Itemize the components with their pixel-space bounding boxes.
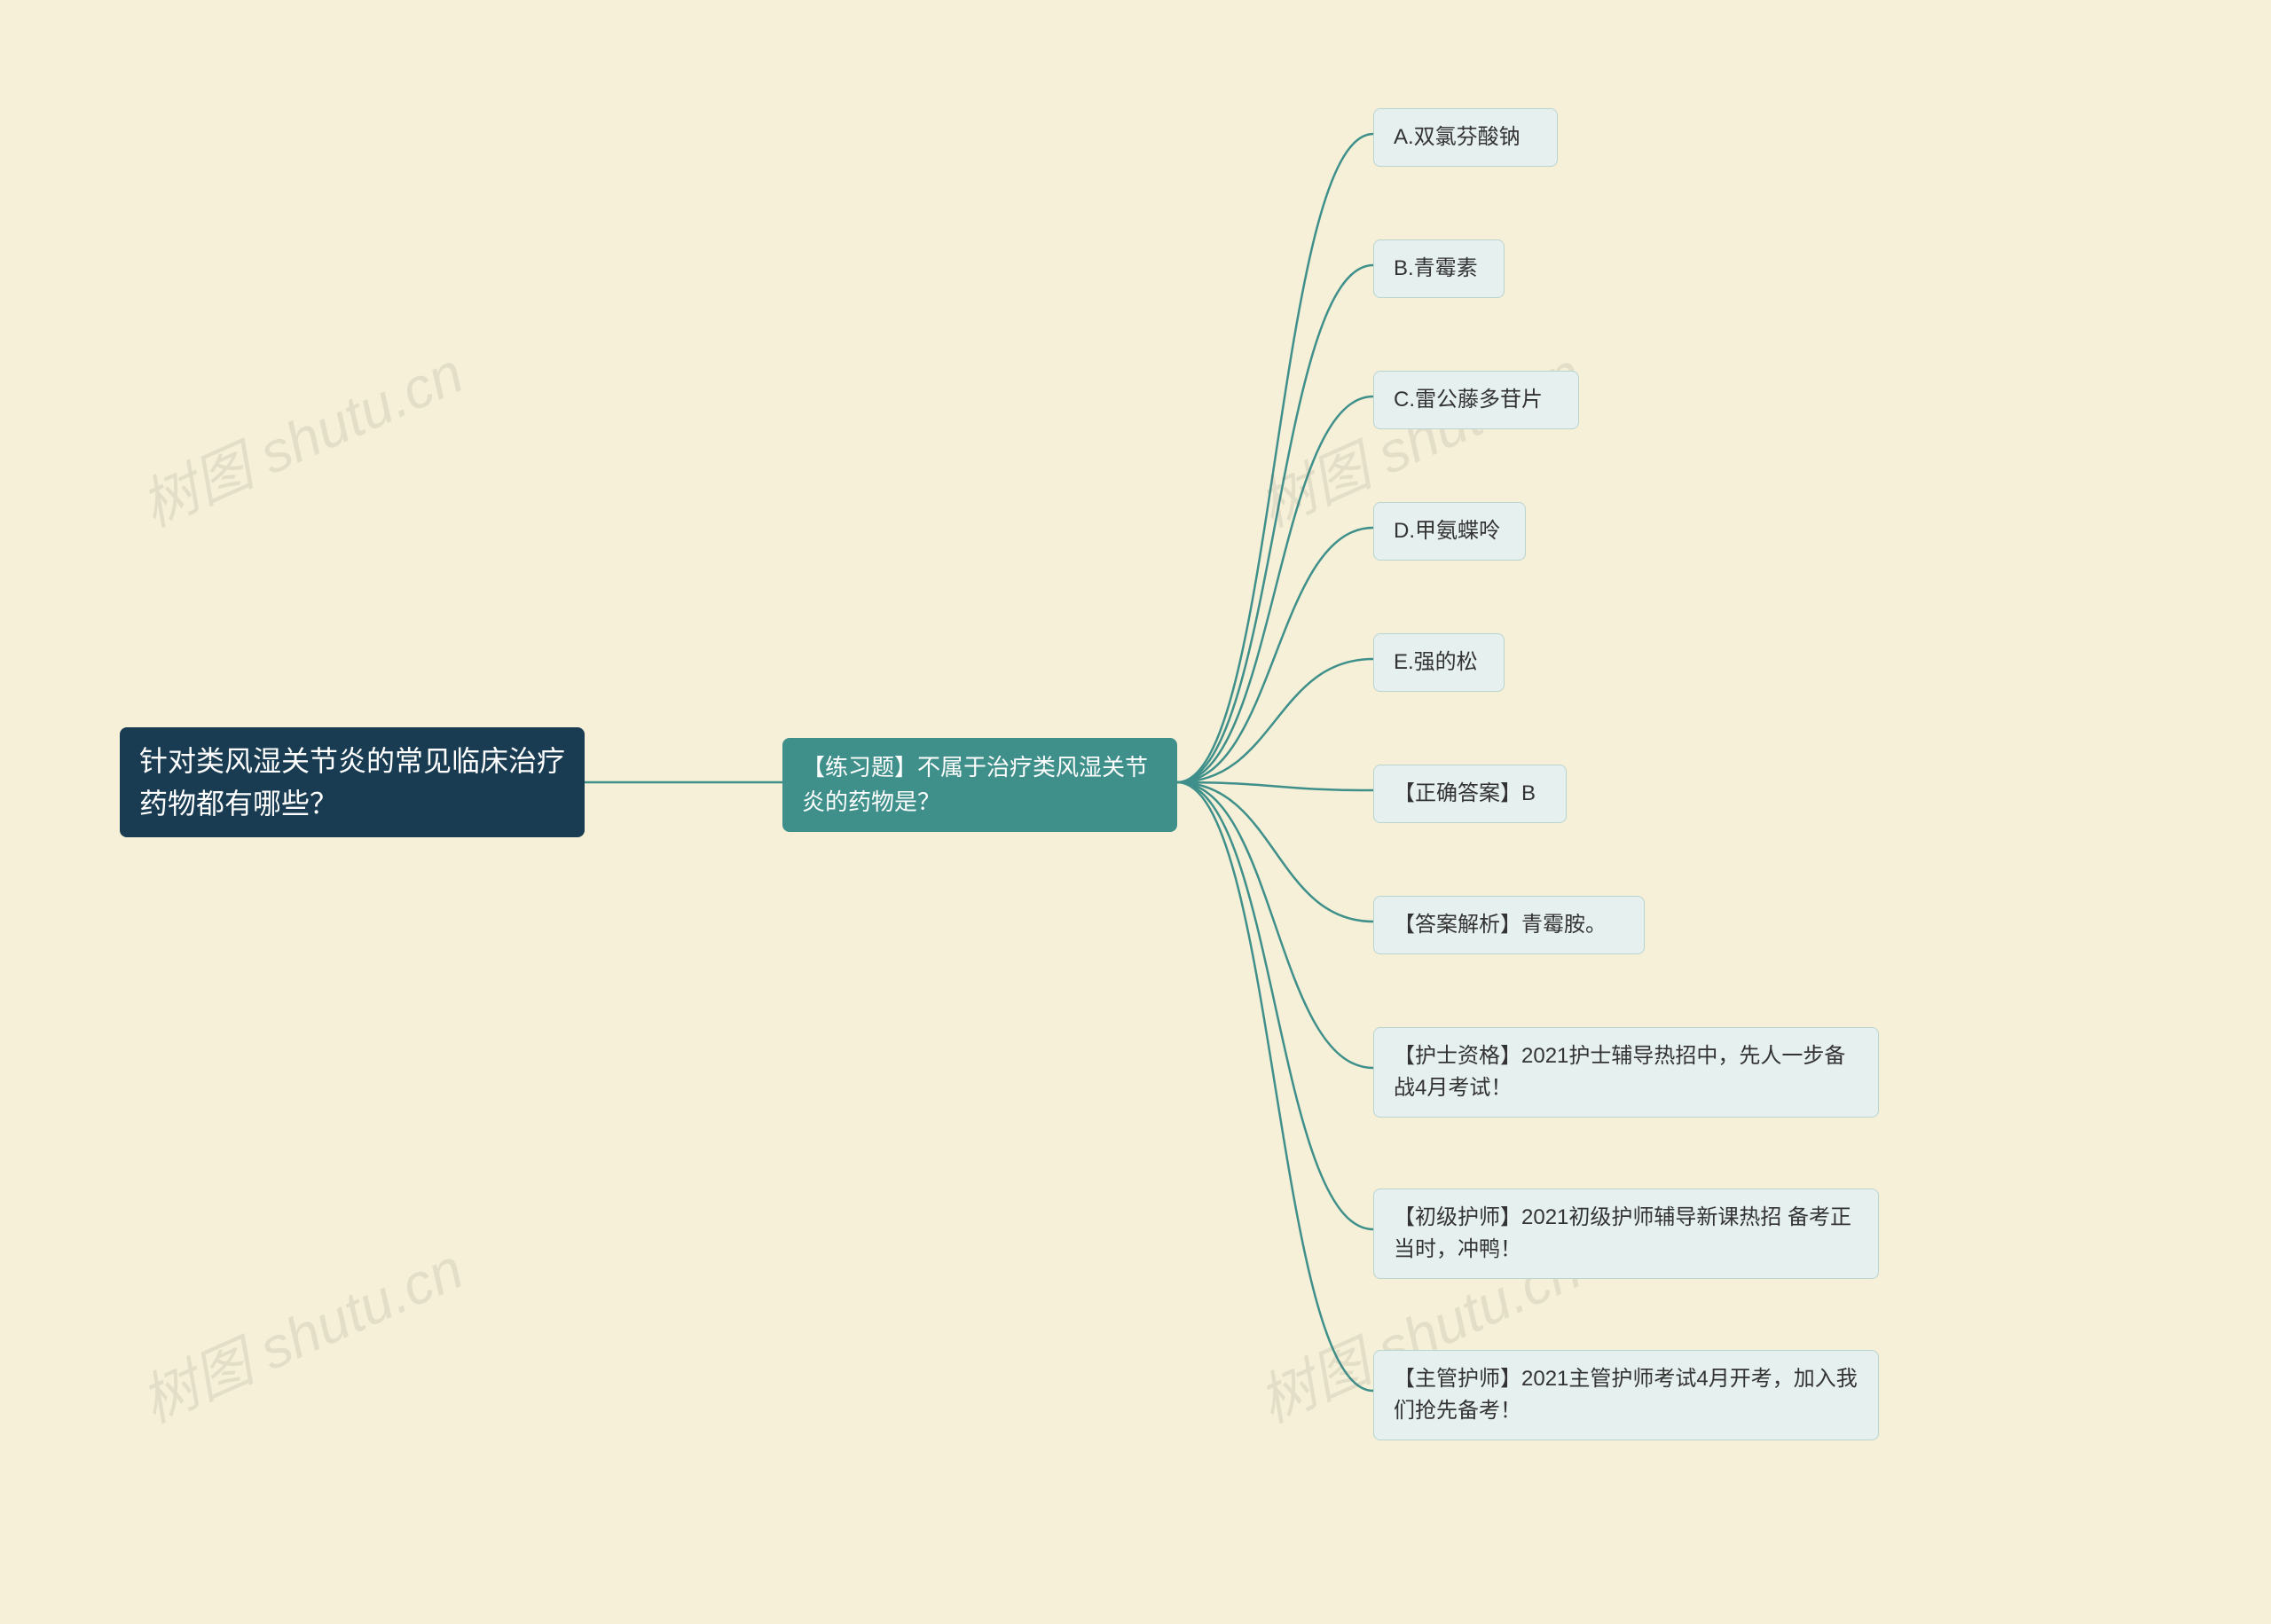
watermark: 树图 shutu.cn [127, 1224, 475, 1439]
leaf-node-7-label: 【护士资格】2021护士辅导热招中，先人一步备战4月考试！ [1394, 1040, 1858, 1104]
edge [1177, 782, 1373, 790]
leaf-node-4: E.强的松 [1373, 633, 1505, 692]
leaf-node-4-label: E.强的松 [1394, 647, 1478, 679]
leaf-node-6: 【答案解析】青霉胺。 [1373, 896, 1645, 954]
edge [1177, 134, 1373, 782]
leaf-node-7: 【护士资格】2021护士辅导热招中，先人一步备战4月考试！ [1373, 1027, 1879, 1118]
leaf-node-8-label: 【初级护师】2021初级护师辅导新课热招 备考正当时，冲鸭！ [1394, 1202, 1858, 1266]
leaf-node-0: A.双氯芬酸钠 [1373, 108, 1558, 167]
leaf-node-1-label: B.青霉素 [1394, 253, 1478, 285]
question-node-label: 【练习题】不属于治疗类风湿关节炎的药物是？ [802, 750, 1158, 820]
leaf-node-9: 【主管护师】2021主管护师考试4月开考，加入我们抢先备考！ [1373, 1350, 1879, 1440]
edge [1177, 396, 1373, 782]
leaf-node-6-label: 【答案解析】青霉胺。 [1394, 909, 1607, 941]
leaf-node-8: 【初级护师】2021初级护师辅导新课热招 备考正当时，冲鸭！ [1373, 1189, 1879, 1279]
edge [1177, 782, 1373, 1391]
edge [1177, 659, 1373, 782]
root-node: 针对类风湿关节炎的常见临床治疗药物都有哪些？ [120, 727, 585, 837]
edge [1177, 782, 1373, 1229]
leaf-node-3-label: D.甲氨蝶呤 [1394, 515, 1500, 547]
watermark: 树图 shutu.cn [127, 328, 475, 543]
edge [1177, 782, 1373, 1068]
edge [1177, 528, 1373, 782]
leaf-node-3: D.甲氨蝶呤 [1373, 502, 1526, 561]
leaf-node-2: C.雷公藤多苷片 [1373, 371, 1579, 429]
leaf-node-0-label: A.双氯芬酸钠 [1394, 122, 1521, 153]
root-node-label: 针对类风湿关节炎的常见临床治疗药物都有哪些？ [139, 740, 565, 825]
edge [1177, 782, 1373, 922]
edge [1177, 265, 1373, 782]
leaf-node-9-label: 【主管护师】2021主管护师考试4月开考，加入我们抢先备考！ [1394, 1363, 1858, 1427]
leaf-node-2-label: C.雷公藤多苷片 [1394, 384, 1543, 416]
leaf-node-5-label: 【正确答案】B [1394, 778, 1536, 810]
mindmap-canvas: 树图 shutu.cn树图 shutu.cn树图 shutu.cn树图 shut… [0, 0, 2271, 1624]
question-node: 【练习题】不属于治疗类风湿关节炎的药物是？ [782, 738, 1177, 832]
leaf-node-1: B.青霉素 [1373, 239, 1505, 298]
leaf-node-5: 【正确答案】B [1373, 765, 1567, 823]
